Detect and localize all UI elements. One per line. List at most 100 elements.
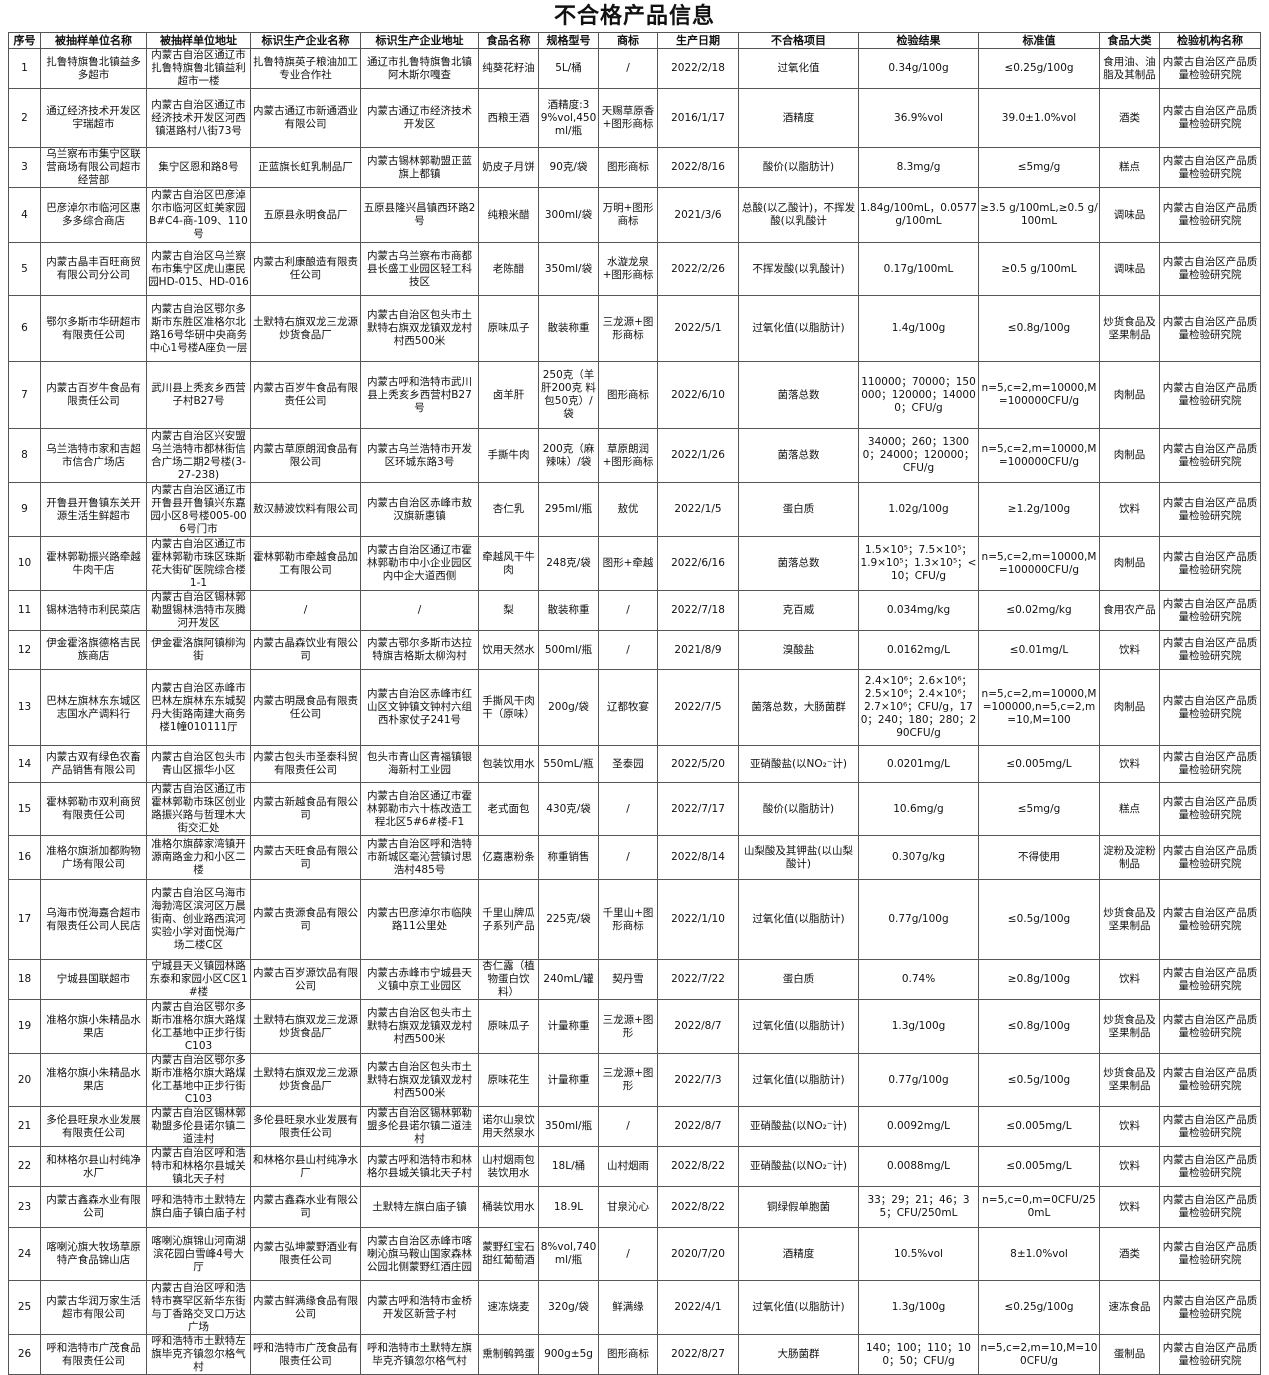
cell-sampled-unit-name: 锡林浩特市利民菜店 <box>40 590 147 631</box>
cell-failed-item: 过氧化值 <box>738 48 859 89</box>
cell-standard-value: ≤0.005mg/L <box>978 1106 1100 1147</box>
cell-standard-value: 39.0±1.0%vol <box>978 88 1100 148</box>
cell-sampled-unit-address: 内蒙古自治区呼和浩特市赛罕区新华东街与丁香路交叉口万达广场 <box>146 1280 251 1335</box>
cell-sampled-unit-name: 乌兰浩特市家和吉超市信合广场店 <box>40 428 147 483</box>
cell-sampled-unit-address: 准格尔旗薛家湾镇开源南路金力和小区二楼 <box>146 835 251 880</box>
cell-trademark: / <box>598 590 658 631</box>
cell-testing-agency: 内蒙古自治区产品质量检验研究院 <box>1159 88 1261 148</box>
cell-food-name: 老陈醋 <box>478 242 539 296</box>
cell-failed-item: 亚硝酸盐(以NO₂⁻计) <box>738 1106 859 1147</box>
cell-trademark: 水漩龙泉+图形商标 <box>598 242 658 296</box>
cell-food-category: 肉制品 <box>1099 536 1160 591</box>
column-header-manufacturer-name: 标识生产企业名称 <box>250 32 361 49</box>
table-row: 23 内蒙古鑫森水业有限公司 呼和浩特市土默特左旗白庙子镇白庙子村 内蒙古鑫森水业有限… <box>8 1186 1261 1228</box>
cell-standard-value: ≤0.02mg/kg <box>978 590 1100 631</box>
cell-manufacturer-name: 内蒙古明晟食品有限责任公司 <box>250 669 361 746</box>
cell-manufacturer-address: 内蒙古自治区锡林郭勒盟多伦县诺尔镇二道洼村 <box>360 1106 479 1147</box>
cell-food-category: 饮料 <box>1099 1106 1160 1147</box>
cell-trademark: 千里山+图形商标 <box>598 879 658 960</box>
cell-failed-item: 大肠菌群 <box>738 1334 859 1375</box>
cell-standard-value: ≤0.5g/100g <box>978 1053 1100 1107</box>
cell-sampled-unit-address: 内蒙古自治区通辽市经济技术开发区河西镇湛路村八街73号 <box>146 88 251 148</box>
cell-test-result: 10.5%vol <box>858 1227 979 1281</box>
cell-food-category: 饮料 <box>1099 745 1160 783</box>
cell-manufacturer-address: / <box>360 590 479 631</box>
cell-trademark: 鲜满缘 <box>598 1280 658 1335</box>
cell-manufacturer-name: / <box>250 590 361 631</box>
cell-test-result: 0.0162mg/L <box>858 630 979 670</box>
cell-food-category: 糕点 <box>1099 147 1160 188</box>
cell-specification: 200克（麻辣味）/袋 <box>538 428 599 483</box>
cell-trademark: 图形+牵越 <box>598 536 658 591</box>
cell-test-result: 0.034mg/kg <box>858 590 979 631</box>
cell-test-result: 140；100；110；100；50；CFU/g <box>858 1334 979 1375</box>
cell-sampled-unit-address: 内蒙古自治区鄂尔多斯市准格尔旗大路煤化工基地中正步行街C103 <box>146 999 251 1054</box>
cell-manufacturer-name: 呼和浩特市广茂食品有限责任公司 <box>250 1334 361 1375</box>
cell-food-category: 肉制品 <box>1099 669 1160 746</box>
cell-specification: 200g/袋 <box>538 669 599 746</box>
cell-specification: 430克/袋 <box>538 782 599 836</box>
cell-specification: 90克/袋 <box>538 147 599 188</box>
cell-seq: 13 <box>8 669 41 746</box>
cell-food-category: 饮料 <box>1099 630 1160 670</box>
cell-standard-value: ≤0.005mg/L <box>978 745 1100 783</box>
cell-test-result: 110000；70000；150000；120000；140000；CFU/g <box>858 361 979 429</box>
cell-food-category: 调味品 <box>1099 242 1160 296</box>
cell-test-result: 8.3mg/g <box>858 147 979 188</box>
cell-production-date: 2022/7/3 <box>657 1053 739 1107</box>
cell-standard-value: ≤0.005mg/L <box>978 1146 1100 1187</box>
nonconforming-products-table: 序号 被抽样单位名称 被抽样单位地址 标识生产企业名称 标识生产企业地址 食品名称 规格型号… <box>8 32 1261 1375</box>
cell-manufacturer-address: 通辽市扎鲁特旗鲁北镇阿木斯尔嘎查 <box>360 48 479 89</box>
table-row: 14 内蒙古双有绿色农畜产品销售有限公司 内蒙古自治区包头市青山区振华小区 内蒙古包头… <box>8 745 1261 783</box>
cell-sampled-unit-name: 多伦县旺泉水业发展有限责任公司 <box>40 1106 147 1147</box>
cell-sampled-unit-address: 内蒙古自治区兴安盟乌兰浩特市都林街信合广场二期2号楼(3-27-238) <box>146 428 251 483</box>
cell-manufacturer-address: 内蒙古自治区包头市土默特右旗双龙镇双龙村村西500米 <box>360 1053 479 1107</box>
cell-specification: 240mL/罐 <box>538 959 599 1000</box>
cell-standard-value: ≥1.2g/100g <box>978 482 1100 537</box>
cell-food-name: 奶皮子月饼 <box>478 147 539 188</box>
cell-production-date: 2022/6/10 <box>657 361 739 429</box>
cell-testing-agency: 内蒙古自治区产品质量检验研究院 <box>1159 1186 1261 1228</box>
cell-seq: 11 <box>8 590 41 631</box>
cell-testing-agency: 内蒙古自治区产品质量检验研究院 <box>1159 590 1261 631</box>
cell-manufacturer-address: 内蒙古自治区包头市土默特右旗双龙镇双龙村村西500米 <box>360 999 479 1054</box>
cell-failed-item: 溴酸盐 <box>738 630 859 670</box>
cell-trademark: 辽都牧宴 <box>598 669 658 746</box>
cell-specification: 248克/袋 <box>538 536 599 591</box>
cell-sampled-unit-address: 呼和浩特市土默特左旗毕克齐镇忽尔格气村 <box>146 1334 251 1375</box>
cell-trademark: / <box>598 782 658 836</box>
cell-sampled-unit-address: 内蒙古自治区通辽市霍林郭勒市珠区创业路振兴路与哲理木大街交汇处 <box>146 782 251 836</box>
cell-testing-agency: 内蒙古自治区产品质量检验研究院 <box>1159 782 1261 836</box>
cell-food-category: 饮料 <box>1099 482 1160 537</box>
cell-sampled-unit-name: 扎鲁特旗鲁北镇益多多超市 <box>40 48 147 89</box>
table-header-row: 序号 被抽样单位名称 被抽样单位地址 标识生产企业名称 标识生产企业地址 食品名称 规格型号… <box>8 32 1261 49</box>
cell-seq: 26 <box>8 1334 41 1375</box>
cell-food-category: 炒货食品及坚果制品 <box>1099 879 1160 960</box>
cell-production-date: 2022/8/7 <box>657 999 739 1054</box>
cell-production-date: 2022/8/27 <box>657 1334 739 1375</box>
cell-manufacturer-address: 内蒙古自治区通辽市霍林郭勒市中小企业园区内中企大道西侧 <box>360 536 479 591</box>
cell-manufacturer-address: 呼和浩特市土默特左旗毕克齐镇忽尔格气村 <box>360 1334 479 1375</box>
cell-standard-value: 不得使用 <box>978 835 1100 880</box>
column-header-sampled-unit-name: 被抽样单位名称 <box>40 32 147 49</box>
cell-food-category: 炒货食品及坚果制品 <box>1099 295 1160 362</box>
cell-manufacturer-name: 正蓝旗长虹乳制品厂 <box>250 147 361 188</box>
cell-testing-agency: 内蒙古自治区产品质量检验研究院 <box>1159 835 1261 880</box>
cell-food-name: 原味瓜子 <box>478 999 539 1054</box>
cell-standard-value: n=5,c=2,m=10,M=100CFU/g <box>978 1334 1100 1375</box>
table-row: 12 伊金霍洛旗德格吉民族商店 伊金霍洛旗阿镇柳沟街 内蒙古晶森饮业有限公司 内蒙古鄂尔… <box>8 630 1261 670</box>
cell-failed-item: 过氧化值(以脂肪计) <box>738 879 859 960</box>
cell-seq: 21 <box>8 1106 41 1147</box>
cell-test-result: 0.0092mg/L <box>858 1106 979 1147</box>
table-row: 7 内蒙古百岁牛食品有限责任公司 武川县上秃亥乡西营子村B27号 内蒙古百岁牛食品有限… <box>8 361 1261 429</box>
cell-trademark: 圣泰园 <box>598 745 658 783</box>
cell-testing-agency: 内蒙古自治区产品质量检验研究院 <box>1159 361 1261 429</box>
cell-manufacturer-name: 内蒙古贵源食品有限公司 <box>250 879 361 960</box>
cell-specification: 计量称重 <box>538 1053 599 1107</box>
cell-production-date: 2022/8/22 <box>657 1186 739 1228</box>
cell-trademark: 图形商标 <box>598 361 658 429</box>
cell-food-name: 老式面包 <box>478 782 539 836</box>
cell-food-name: 卤羊肝 <box>478 361 539 429</box>
table-row: 6 鄂尔多斯市华研超市有限责任公司 内蒙古自治区鄂尔多斯市东胜区准格尔北路16号华研… <box>8 295 1261 362</box>
cell-sampled-unit-address: 呼和浩特市土默特左旗白庙子镇白庙子村 <box>146 1186 251 1228</box>
